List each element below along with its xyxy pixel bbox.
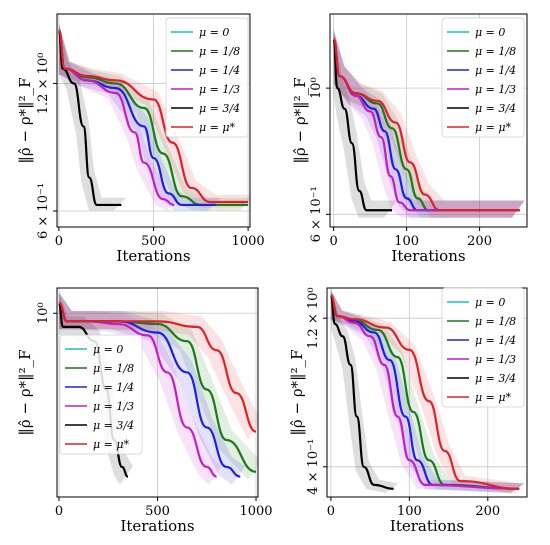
x-tick-label: 0 bbox=[330, 234, 338, 249]
y-axis-label: ‖ρ̂ − ρ*‖²_F bbox=[291, 77, 309, 163]
y-tick-label: 10⁰ bbox=[36, 302, 51, 324]
legend: μ = 0 μ = 1/8 μ = 1/4 μ = 1/3 μ = 3/4 μ = μ* bbox=[441, 287, 525, 408]
x-tick-label: 500 bbox=[141, 234, 166, 249]
legend-label: μ = 1/8 bbox=[475, 315, 516, 328]
y-tick-label: 6 × 10⁻¹ bbox=[36, 183, 51, 239]
y-tick-label: 1.2 × 10⁰ bbox=[36, 53, 51, 115]
legend-label: μ = 1/4 bbox=[199, 64, 240, 77]
confidence-band bbox=[58, 23, 250, 211]
y-tick-label: 1.2 × 10⁰ bbox=[306, 287, 321, 349]
legend-label: μ = 3/4 bbox=[93, 419, 134, 432]
y-tick-label: 10⁰ bbox=[309, 77, 324, 99]
y-axis-label: ‖ρ̂ − ρ*‖²_F bbox=[16, 77, 34, 163]
x-tick-label: 0 bbox=[327, 504, 335, 519]
plot-frame bbox=[326, 287, 528, 498]
x-tick-label: 1000 bbox=[232, 234, 265, 249]
chart-panel-2: 0 100 200 6 × 10⁻¹ 10⁰ Iterations ‖ρ̂ − ρ*‖²_F… bbox=[291, 13, 528, 265]
legend-label: μ = 1/4 bbox=[93, 381, 134, 394]
x-axis-label: Iterations bbox=[390, 517, 464, 535]
x-tick-label: 500 bbox=[145, 504, 170, 519]
confidence-band bbox=[58, 292, 258, 480]
legend-label: μ = 3/4 bbox=[475, 102, 516, 115]
series-line bbox=[58, 301, 257, 433]
legend-label: μ = 3/4 bbox=[475, 372, 516, 385]
legend-label: μ = 1/3 bbox=[475, 353, 516, 366]
confidence-band bbox=[333, 29, 525, 218]
series-group bbox=[329, 290, 525, 493]
legend-label: μ = 1/8 bbox=[93, 362, 134, 375]
x-tick-label: 1000 bbox=[239, 504, 272, 519]
y-axis-label: ‖ρ̂ − ρ*‖²_F bbox=[288, 349, 306, 435]
series-line bbox=[57, 29, 249, 204]
legend-label: μ = 3/4 bbox=[199, 102, 240, 115]
x-tick-label: 100 bbox=[394, 234, 419, 249]
series-line bbox=[329, 294, 520, 490]
x-axis-label: Iterations bbox=[391, 247, 465, 265]
confidence-band bbox=[58, 292, 258, 440]
series-line bbox=[332, 37, 520, 212]
x-tick-label: 100 bbox=[397, 504, 422, 519]
legend-label: μ = 1/4 bbox=[475, 334, 516, 347]
legend: μ = 0 μ = 1/8 μ = 1/4 μ = 1/3 μ = 3/4 μ = μ* bbox=[59, 334, 143, 455]
legend: μ = 0 μ = 1/8 μ = 1/4 μ = 1/3 μ = 3/4 μ = μ* bbox=[165, 17, 249, 138]
confidence-band bbox=[58, 292, 246, 485]
confidence-band bbox=[333, 29, 397, 218]
chart-panel-1: 0 500 1000 6 × 10⁻¹ 1.2 × 10⁰ Iterations ‖ρ̂ −… bbox=[16, 13, 265, 265]
legend-label: μ = 0 bbox=[199, 26, 229, 39]
legend-label: μ = 1/8 bbox=[475, 45, 516, 58]
series-line bbox=[57, 29, 122, 207]
plot-frame bbox=[329, 13, 528, 228]
legend-label: μ = 1/8 bbox=[199, 45, 240, 58]
confidence-band bbox=[58, 23, 180, 211]
confidence-band bbox=[330, 290, 525, 493]
legend-label: μ = 1/3 bbox=[93, 400, 134, 413]
confidence-band bbox=[333, 29, 525, 218]
x-tick-label: 0 bbox=[55, 234, 63, 249]
x-tick-label: 200 bbox=[467, 234, 492, 249]
confidence-band bbox=[58, 23, 221, 211]
confidence-band bbox=[58, 23, 250, 208]
legend-label: μ = 1/3 bbox=[199, 83, 240, 96]
legend-label: μ = μ* bbox=[93, 438, 130, 451]
legend-label: μ = 1/4 bbox=[475, 64, 516, 77]
confidence-band bbox=[330, 290, 399, 493]
confidence-band bbox=[58, 23, 127, 211]
y-axis-label: ‖ρ̂ − ρ*‖²_F bbox=[16, 349, 34, 435]
legend: μ = 0 μ = 1/8 μ = 1/4 μ = 1/3 μ = 3/4 μ = μ* bbox=[441, 17, 525, 138]
x-tick-label: 200 bbox=[475, 504, 500, 519]
series-line bbox=[329, 294, 394, 490]
legend-label: μ = μ* bbox=[475, 121, 512, 134]
x-axis-label: Iterations bbox=[120, 517, 194, 535]
series-line bbox=[332, 37, 393, 212]
legend-label: μ = 1/3 bbox=[475, 83, 516, 96]
legend-label: μ = μ* bbox=[475, 391, 512, 404]
x-axis-label: Iterations bbox=[116, 247, 190, 265]
y-tick-label: 4 × 10⁻¹ bbox=[306, 439, 321, 495]
legend-label: μ = μ* bbox=[199, 121, 236, 134]
series-group bbox=[332, 29, 525, 218]
y-tick-label: 6 × 10⁻¹ bbox=[309, 186, 324, 242]
chart-panel-4: 0 100 200 4 × 10⁻¹ 1.2 × 10⁰ Iterations ‖ρ̂ − … bbox=[288, 287, 528, 535]
legend-label: μ = 0 bbox=[475, 296, 505, 309]
legend-label: μ = 0 bbox=[93, 343, 123, 356]
confidence-band bbox=[58, 292, 222, 485]
x-tick-label: 0 bbox=[55, 504, 63, 519]
series-group bbox=[57, 23, 250, 211]
legend-label: μ = 0 bbox=[475, 26, 505, 39]
